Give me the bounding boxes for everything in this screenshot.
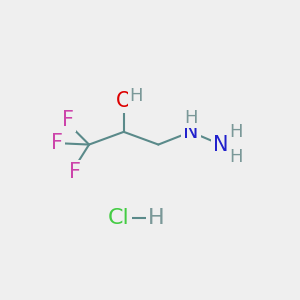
Text: Cl: Cl xyxy=(108,208,130,229)
Text: H: H xyxy=(130,87,143,105)
Text: N: N xyxy=(213,135,229,155)
Text: H: H xyxy=(148,208,164,229)
Text: H: H xyxy=(229,148,242,166)
Text: H: H xyxy=(184,109,197,127)
Text: F: F xyxy=(62,110,74,130)
Text: O: O xyxy=(116,92,132,111)
Text: F: F xyxy=(69,162,81,182)
Text: F: F xyxy=(51,134,63,153)
Text: H: H xyxy=(229,123,242,141)
Text: N: N xyxy=(183,122,199,142)
